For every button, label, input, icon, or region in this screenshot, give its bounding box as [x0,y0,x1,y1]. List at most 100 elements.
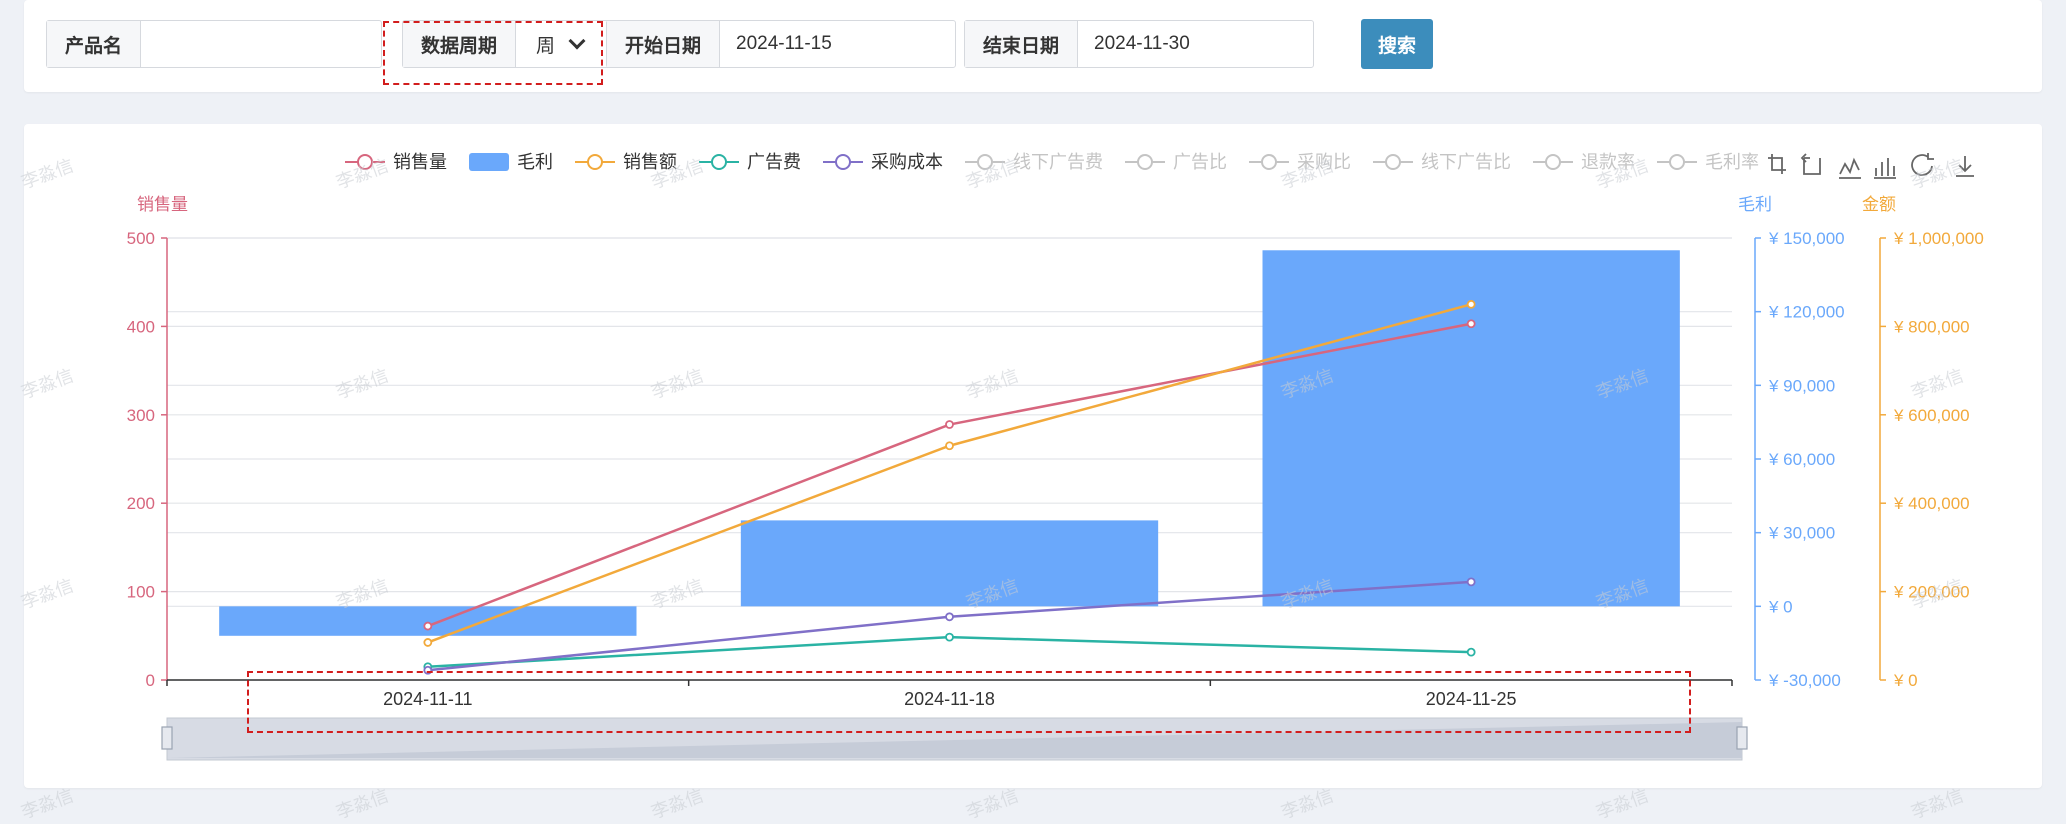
line-point-1-1[interactable] [945,441,954,451]
period-field: 数据周期 周 [402,20,622,68]
legend-circle-icon [1385,154,1401,170]
line-point-0-1[interactable] [945,420,954,429]
right1-axis-tick-label: ¥ -30,000 [1768,671,1841,690]
legend-label: 线下广告比 [1421,152,1511,172]
legend-circle-icon [1137,154,1153,170]
legend-item-5[interactable]: 线下广告费 [965,152,1103,172]
x-axis-tick-label-1: 2024-11-18 [904,689,995,709]
line-chart-icon[interactable] [1839,157,1861,179]
legend-circle-icon [835,154,851,170]
right2-axis-tick-label: ¥ 0 [1893,671,1918,690]
end-date-label: 结束日期 [965,21,1079,67]
line-point-1-0[interactable] [423,638,433,647]
right2-axis-tick-label: ¥ 800,000 [1893,317,1970,336]
filter-panel: 产品名 数据周期 周 开始日期 结束日期 搜索 [24,0,2042,92]
legend-label: 广告费 [747,152,801,172]
start-date-input[interactable] [720,21,955,67]
zoom-icon[interactable] [1768,154,1786,174]
legend-label: 毛利率 [1705,152,1759,172]
legend-circle-icon [1669,154,1685,170]
line-point-0-0[interactable] [423,621,433,631]
line-point-2-1[interactable] [945,632,954,642]
line-point-3-0[interactable] [423,665,433,675]
bar-profit-0[interactable] [219,606,637,636]
line-point-0-2[interactable] [1466,319,1476,329]
product-label: 产品名 [47,21,142,67]
line-point-3-1[interactable] [945,612,954,622]
legend-item-6[interactable]: 广告比 [1125,152,1227,172]
legend-item-10[interactable]: 毛利率 [1657,152,1759,172]
x-axis-tick-label-0: 2024-11-11 [383,689,472,709]
data-zoom-slider[interactable] [161,717,1748,761]
legend-item-3[interactable]: 广告费 [699,152,801,172]
toolbox [1768,153,1974,179]
left-axis-name: 销售量 [137,195,188,214]
left-axis-tick-label: 0 [146,671,155,690]
x-axis-tick-label-2: 2024-11-25 [1426,689,1517,709]
period-label: 数据周期 [403,21,517,67]
right1-axis-tick-label: ¥ 60,000 [1768,450,1835,469]
legend-label: 退款率 [1581,152,1635,172]
end-date-field: 结束日期 [964,20,1314,68]
right2-axis-tick-label: ¥ 400,000 [1893,494,1970,513]
legend-item-9[interactable]: 退款率 [1533,152,1635,172]
legend-label: 销售量 [393,152,447,172]
right2-axis-tick-label: ¥ 600,000 [1893,406,1970,425]
zoom-icon-path [1768,154,1786,174]
legend-rect-icon [469,153,509,171]
left-axis-tick-label: 100 [127,583,155,602]
legend-label: 销售额 [623,152,677,172]
start-date-label: 开始日期 [607,21,721,67]
legend-circle-icon [711,154,727,170]
restore-icon[interactable] [1911,153,1934,176]
legend-item-8[interactable]: 线下广告比 [1373,152,1511,172]
bar-chart-icon[interactable] [1874,158,1896,179]
legend-circle-icon [1261,154,1277,170]
legend-item-2[interactable]: 销售额 [575,152,677,172]
legend-item-4[interactable]: 采购成本 [823,152,943,172]
line-point-3-2[interactable] [1466,577,1476,587]
legend-label: 采购比 [1297,152,1351,172]
period-select[interactable]: 周 [516,21,593,67]
end-date-input[interactable] [1078,21,1313,67]
product-input[interactable] [141,21,381,67]
legend-item-1[interactable]: 毛利 [469,152,553,172]
right1-axis-tick-label: ¥ 120,000 [1768,303,1845,322]
right2-axis-name: 金额 [1862,195,1896,214]
legend: 销售量 毛利 销售额 广告费 采购成本 线下广告费 广告比 采购比 线下广告比 退款率 毛利率 [345,152,1759,172]
right1-axis-tick-label: ¥ 0 [1768,597,1793,616]
bar-profit-1[interactable] [740,520,1159,607]
line-series-2[interactable] [427,635,1472,668]
legend-label: 线下广告费 [1013,152,1103,172]
period-value: 周 [536,35,556,57]
legend-circle-icon [587,154,603,170]
bar-chart-icon-path [1874,158,1896,179]
download-icon-path [1956,156,1974,177]
left-axis-tick-label: 200 [127,494,155,513]
right1-axis-tick-label: ¥ 150,000 [1768,229,1845,248]
zoom-reset-icon-path [1800,153,1821,175]
data-zoom-handle-left[interactable] [161,726,173,750]
download-icon[interactable] [1956,156,1974,177]
line-point-1-2[interactable] [1466,299,1476,309]
zoom-reset-icon[interactable] [1800,153,1821,175]
right1-axis-name: 毛利 [1738,195,1772,214]
left-axis-tick-label: 300 [127,406,155,425]
left-axis-tick-label: 500 [127,229,155,248]
line-point-2-2[interactable] [1466,647,1476,657]
legend-label: 采购成本 [871,152,943,172]
restore-icon-path [1911,153,1934,176]
legend-label: 广告比 [1173,152,1227,172]
bar-profit-2[interactable] [1262,250,1680,607]
legend-circle-icon [357,154,373,170]
legend-label: 毛利 [517,152,553,172]
right2-axis-tick-label: ¥ 1,000,000 [1893,229,1984,248]
legend-item-0[interactable]: 销售量 [345,152,447,172]
data-zoom-handle-right[interactable] [1736,726,1748,750]
legend-item-7[interactable]: 采购比 [1249,152,1351,172]
product-field: 产品名 [46,20,382,68]
search-button[interactable]: 搜索 [1361,19,1433,69]
right1-axis-tick-label: ¥ 90,000 [1768,376,1835,395]
start-date-field: 开始日期 [606,20,956,68]
